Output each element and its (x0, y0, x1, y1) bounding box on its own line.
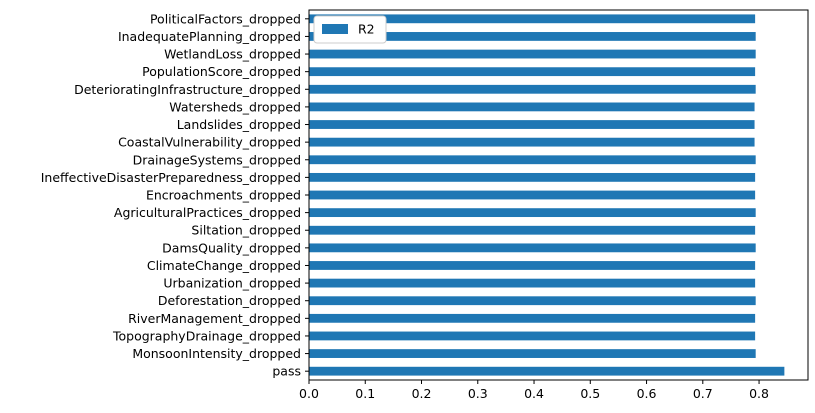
bar (309, 366, 785, 376)
bar (309, 261, 756, 270)
y-tick-label: Siltation_dropped (191, 223, 301, 238)
x-tick-label: 0.5 (580, 386, 600, 401)
bar (309, 190, 756, 200)
y-tick-label: Urbanization_dropped (163, 276, 301, 291)
y-tick-label: ClimateChange_dropped (147, 258, 301, 273)
legend: R2 (313, 15, 387, 44)
x-tick-label: 0.0 (299, 386, 319, 401)
bar (309, 296, 756, 306)
y-tick-label: PoliticalFactors_dropped (150, 11, 301, 26)
y-tick-label: WetlandLoss_dropped (164, 47, 301, 62)
legend-box (313, 15, 387, 44)
bar (309, 67, 756, 77)
bar (309, 120, 755, 129)
bar (309, 49, 756, 59)
bar (309, 349, 756, 358)
y-tick-label: RiverManagement_dropped (128, 311, 301, 326)
legend-swatch (322, 24, 348, 34)
bar (309, 225, 756, 235)
y-tick-label: AgriculturalPractices_dropped (114, 205, 301, 220)
plot-frame (308, 9, 809, 381)
bar (309, 208, 756, 218)
y-tick-label: pass (272, 364, 301, 379)
y-tick-label: IneffectiveDisasterPreparedness_dropped (41, 170, 301, 185)
bar (309, 137, 755, 147)
bar (309, 243, 756, 253)
y-tick-label: Deforestation_dropped (158, 293, 301, 308)
y-tick-label: DeterioratingInfrastructure_dropped (74, 82, 301, 97)
x-tick-label: 0.7 (693, 386, 713, 401)
y-tick-label: CoastalVulnerability_dropped (118, 135, 301, 150)
y-axis-ticks: pass MonsoonIntensity_dropped TopographyDr… (41, 11, 309, 379)
x-tick-label: 0.6 (637, 386, 657, 401)
bar (309, 278, 756, 288)
x-axis-ticks: 0.0 0.1 0.2 0.3 0.4 0.5 0.6 0.7 0.8 (299, 380, 769, 401)
y-tick-label: DrainageSystems_dropped (133, 152, 301, 167)
y-tick-label: Encroachments_dropped (146, 188, 301, 203)
x-tick-label: 0.8 (749, 386, 769, 401)
bar (309, 155, 756, 165)
bar (309, 172, 756, 182)
y-tick-label: InadequatePlanning_dropped (118, 29, 301, 44)
x-tick-label: 0.1 (355, 386, 375, 401)
y-tick-label: PopulationScore_dropped (142, 64, 301, 79)
y-tick-label: TopographyDrainage_dropped (112, 328, 301, 343)
bar (309, 331, 756, 341)
bar (309, 84, 756, 94)
bar (309, 14, 756, 24)
bar (309, 32, 756, 41)
y-tick-label: MonsoonIntensity_dropped (132, 346, 301, 361)
x-tick-label: 0.3 (468, 386, 488, 401)
legend-label: R2 (358, 22, 375, 37)
x-tick-label: 0.4 (524, 386, 544, 401)
bar (309, 102, 755, 112)
y-tick-label: DamsQuality_dropped (162, 240, 301, 255)
bars-group (309, 14, 785, 376)
bar (309, 313, 756, 323)
y-tick-label: Landslides_dropped (177, 117, 301, 132)
x-tick-label: 0.2 (412, 386, 432, 401)
y-tick-label: Watersheds_dropped (169, 99, 301, 114)
